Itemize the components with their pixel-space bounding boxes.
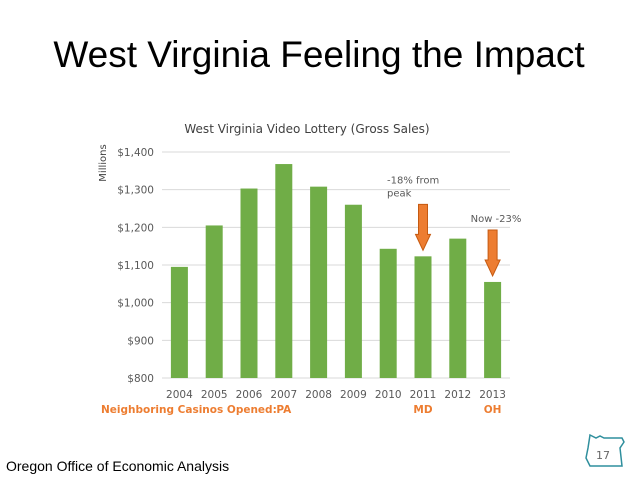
neighbor-casinos-label: Neighboring Casinos Opened: (101, 404, 277, 416)
annotation-2011: -18% from peak (387, 175, 439, 252)
slide-title: West Virginia Feeling the Impact (53, 34, 585, 75)
annotation-text: Now -23% (471, 214, 522, 225)
annotation-text: peak (387, 188, 412, 199)
neighbor-state-PA: PA (276, 404, 292, 416)
annotation-text: -18% from (387, 175, 439, 186)
bar-2012 (449, 238, 467, 378)
y-tick-label: $1,100 (117, 260, 154, 272)
bar-2013 (484, 281, 502, 378)
bar-2008 (310, 186, 328, 378)
bar-2006 (240, 188, 258, 378)
bar-2004 (170, 266, 188, 378)
annotations: -18% from peak Now -23% (387, 175, 522, 278)
page-number: 17 (596, 449, 610, 462)
chart-title: West Virginia Video Lottery (Gross Sales… (184, 122, 429, 136)
x-tick-label: 2005 (201, 389, 228, 401)
y-tick-label: $1,400 (117, 147, 154, 159)
y-tick-label: $1,300 (117, 185, 154, 197)
x-tick-label: 2006 (236, 389, 263, 401)
down-arrow-icon (414, 203, 432, 252)
y-tick-labels: $800 $900 $1,000 $1,100 $1,200 $1,300 $1,400 (117, 147, 154, 385)
neighbor-state-OH: OH (483, 404, 502, 416)
x-tick-label: 2012 (444, 389, 471, 401)
oregon-outline-icon (585, 433, 625, 467)
annotation-2013: Now -23% (471, 214, 522, 278)
y-tick-label: $800 (127, 373, 154, 385)
bar-2007 (275, 164, 293, 378)
bar-2009 (344, 204, 362, 378)
bar-2010 (379, 248, 397, 378)
x-tick-label: 2007 (270, 389, 297, 401)
down-arrow-icon (484, 229, 501, 278)
bar-2011 (414, 256, 432, 378)
bars (170, 164, 502, 378)
footer-organization: Oregon Office of Economic Analysis (6, 458, 230, 474)
x-tick-labels: 2004 2005 2006 2007 2008 2009 2010 2011 2012 2013 (166, 389, 506, 401)
y-tick-label: $1,200 (117, 222, 154, 234)
y-tick-label: $900 (127, 335, 154, 347)
x-tick-label: 2013 (479, 389, 506, 401)
x-tick-label: 2010 (375, 389, 402, 401)
y-tick-label: $1,000 (117, 298, 154, 310)
y-axis-label: Millions (98, 144, 109, 181)
neighbor-state-MD: MD (413, 404, 433, 416)
x-tick-label: 2011 (410, 389, 437, 401)
x-tick-label: 2004 (166, 389, 193, 401)
x-tick-label: 2009 (340, 389, 367, 401)
x-tick-label: 2008 (305, 389, 332, 401)
bar-2005 (205, 225, 223, 378)
